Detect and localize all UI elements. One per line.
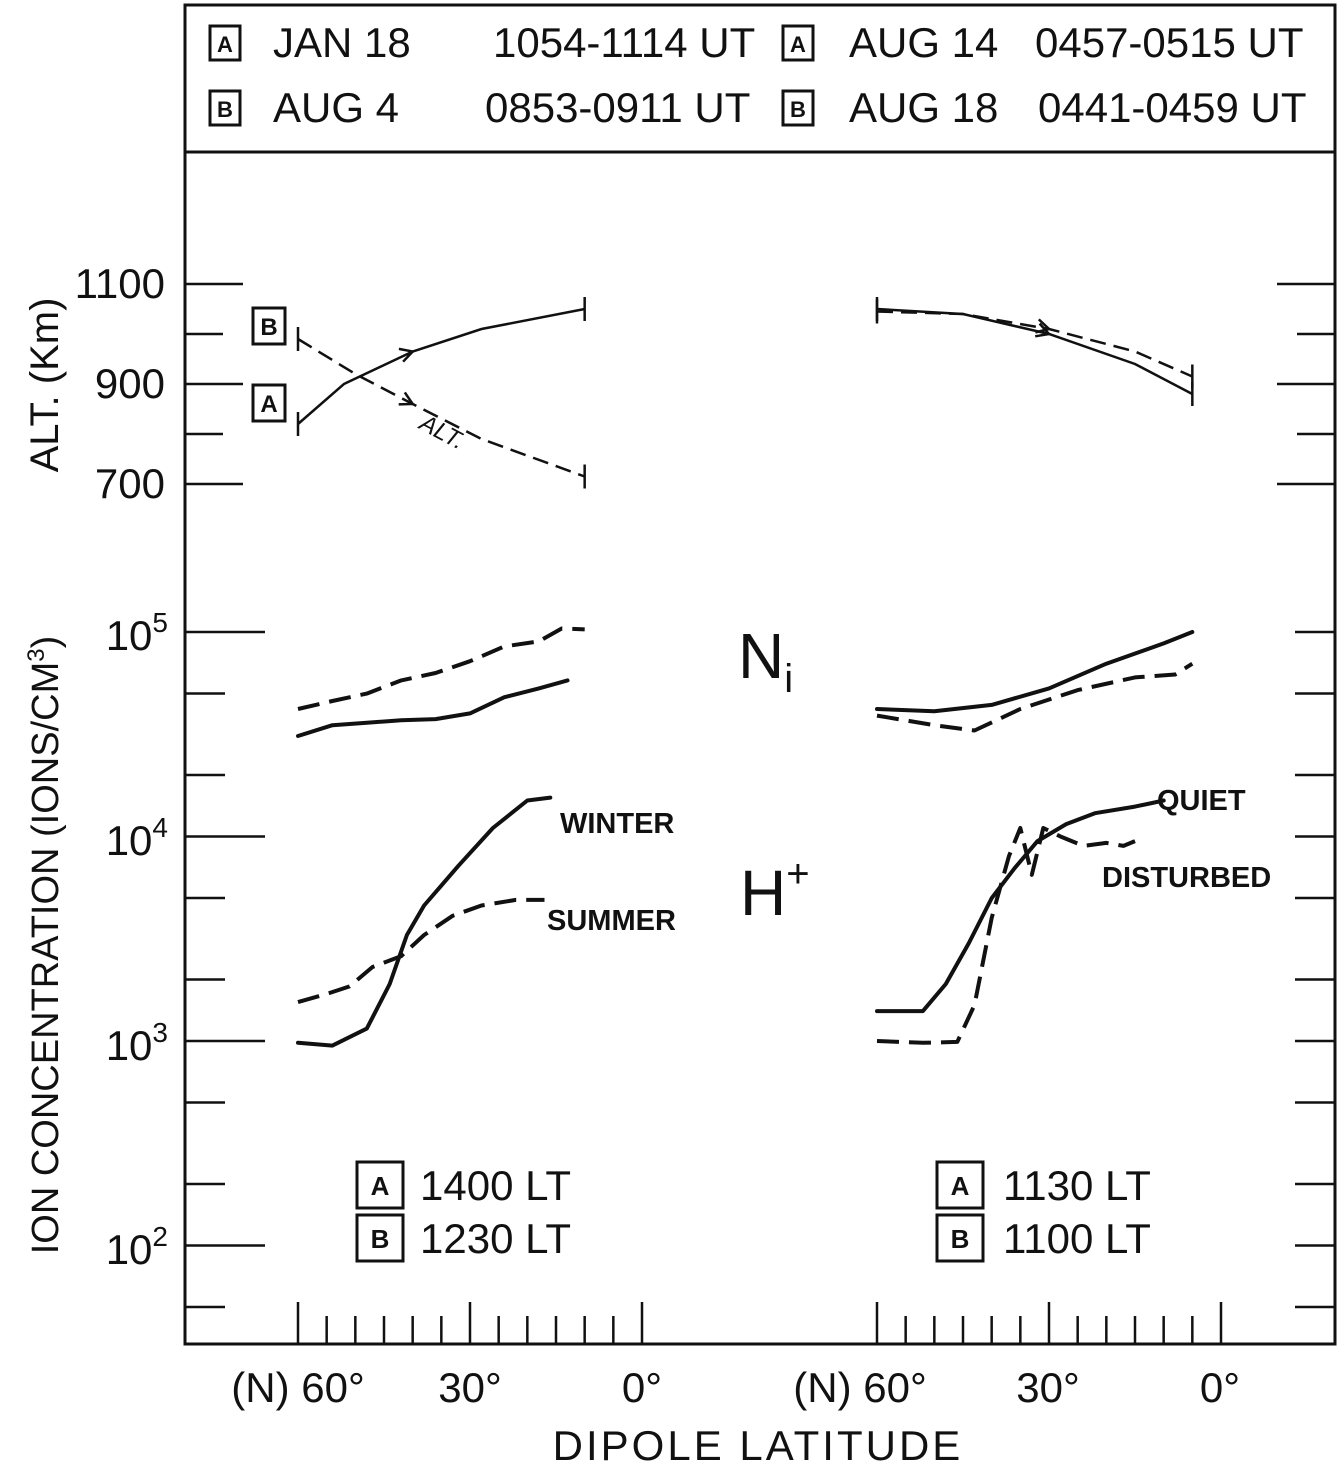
orbit-box-a-letter: A [260,391,277,418]
alt-curve-label: ALT. [413,409,469,456]
ion-tick-1e4: 104 [106,812,168,864]
ion-tick-1e4-base: 10 [106,817,153,864]
right-ni-series-b [876,662,1194,733]
lt-right-a-text: 1130 LT [1003,1162,1151,1209]
lt-left-a-text: 1400 LT [420,1162,571,1209]
plot-frame [183,3,1337,1346]
summer-label: SUMMER [547,905,676,937]
legend: A JAN 18 1054-1114 UT A AUG 14 0457-0515… [208,19,1307,131]
ion-tick-1e3: 103 [106,1017,168,1069]
lt-right-box-b-letter: B [951,1224,970,1254]
x-tick-left-30: 30° [438,1364,502,1411]
ion-axis-title-sup: 3 [23,648,50,661]
ion-axis-title: ION CONCENTRATION (IONS/CM3) [23,636,67,1255]
lt-left-b-text: 1230 LT [420,1215,571,1262]
data-curves [296,297,1195,1048]
lt-left-box-a-letter: A [371,1171,390,1201]
x-tick-right-30: 30° [1016,1364,1080,1411]
right-altitude-track-b [876,310,1193,378]
lt-right-box-a-letter: A [951,1171,970,1201]
legend-date-aug4: AUG 4 [273,84,399,131]
hplus-label-main: H [740,857,786,929]
alt-tick-700: 700 [95,460,165,507]
alt-axis-title: ALT. (Km) [23,298,67,473]
left-hplus-series-winter [296,795,553,1048]
right-altitude-arrow-a [1034,322,1052,338]
legend-date-jan18: JAN 18 [273,19,411,66]
ion-tick-1e5-base: 10 [106,612,153,659]
quiet-label: QUIET [1157,785,1246,817]
x-tick-left-0: 0° [622,1364,662,1411]
x-tick-right-60: (N) 60° [793,1364,927,1411]
legend-time-aug4: 0853-0911 UT [485,84,750,131]
x-tick-left-60: (N) 60° [231,1364,365,1411]
left-hplus-series-summer [297,897,545,1005]
left-altitude-track-b [297,337,586,478]
ion-tick-labels: 105 104 103 102 [106,607,168,1273]
winter-label: WINTER [560,808,674,840]
legend-box-a-left [208,24,242,62]
legend-box-a-left-letter: A [217,32,233,57]
legend-box-a-right [781,24,815,62]
ion-axis-title-main: ION CONCENTRATION (IONS/CM [25,662,67,1255]
ion-tick-1e4-exp: 4 [152,812,168,843]
right-altitude-arrow-b [1035,318,1052,334]
lt-left-box-b [355,1213,405,1263]
ion-tick-1e5: 105 [106,607,168,659]
legend-box-b-left-letter: B [217,97,233,122]
left-altitude-arrow-a [398,347,416,363]
ion-tick-1e2-exp: 2 [152,1221,168,1252]
legend-box-b-right-letter: B [790,97,806,122]
orbit-box-b [251,306,287,346]
ion-axis-title-close: ) [25,636,67,649]
ion-tick-1e3-exp: 3 [152,1017,168,1048]
lt-right-box-b [935,1213,985,1263]
legend-date-aug18: AUG 18 [849,84,998,131]
disturbed-label: DISTURBED [1102,862,1271,894]
ion-tick-1e2: 102 [106,1221,168,1273]
legend-box-a-right-letter: A [790,32,806,57]
x-tick-right-0: 0° [1200,1364,1240,1411]
local-time-right: A 1130 LT B 1100 LT [935,1160,1151,1263]
lt-right-box-a [935,1160,985,1210]
ion-tick-1e3-base: 10 [106,1022,153,1069]
legend-box-b-left [208,89,242,127]
lt-left-box-a [355,1160,405,1210]
orbit-box-a [251,383,287,423]
legend-date-aug14: AUG 14 [849,19,998,66]
x-tick-labels: (N) 60° 30° 0° (N) 60° 30° 0° [231,1364,1240,1411]
ion-tick-1e2-base: 10 [106,1226,153,1273]
right-hplus-series-quiet [875,798,1166,1014]
orbit-box-b-letter: B [260,314,277,341]
legend-time-aug14: 0457-0515 UT [1035,19,1304,66]
hplus-label-sup: + [786,852,809,896]
hplus-label: H+ [740,852,810,929]
left-ni-series-b [297,626,585,711]
ni-label-sub: i [784,657,793,701]
legend-row-1: A JAN 18 1054-1114 UT A AUG 14 0457-0515… [208,19,1304,66]
ion-tick-1e5-exp: 5 [152,607,168,638]
right-hplus-series-disturbed [876,826,1136,1045]
right-altitude-track-a [876,307,1193,396]
alt-tick-900: 900 [95,360,165,407]
alt-tick-labels: 1100 900 700 [75,260,165,507]
left-ni-series-a [296,678,570,738]
x-axis-title: DIPOLE LATITUDE [553,1422,964,1469]
ni-label: Ni [738,620,793,701]
legend-row-2: B AUG 4 0853-0911 UT B AUG 18 0441-0459 … [208,84,1307,131]
right-ni-series-a [875,630,1195,714]
local-time-left: A 1400 LT B 1230 LT [355,1160,571,1263]
lt-left-box-b-letter: B [371,1224,390,1254]
legend-time-aug18: 0441-0459 UT [1038,84,1307,131]
ni-label-main: N [738,620,784,692]
legend-box-b-right [781,89,815,127]
alt-tick-1100: 1100 [75,260,165,307]
legend-time-jan18: 1054-1114 UT [493,19,755,66]
left-altitude-arrow-b [398,391,416,406]
lt-right-b-text: 1100 LT [1003,1215,1151,1262]
axis-ticks [185,282,1335,1344]
